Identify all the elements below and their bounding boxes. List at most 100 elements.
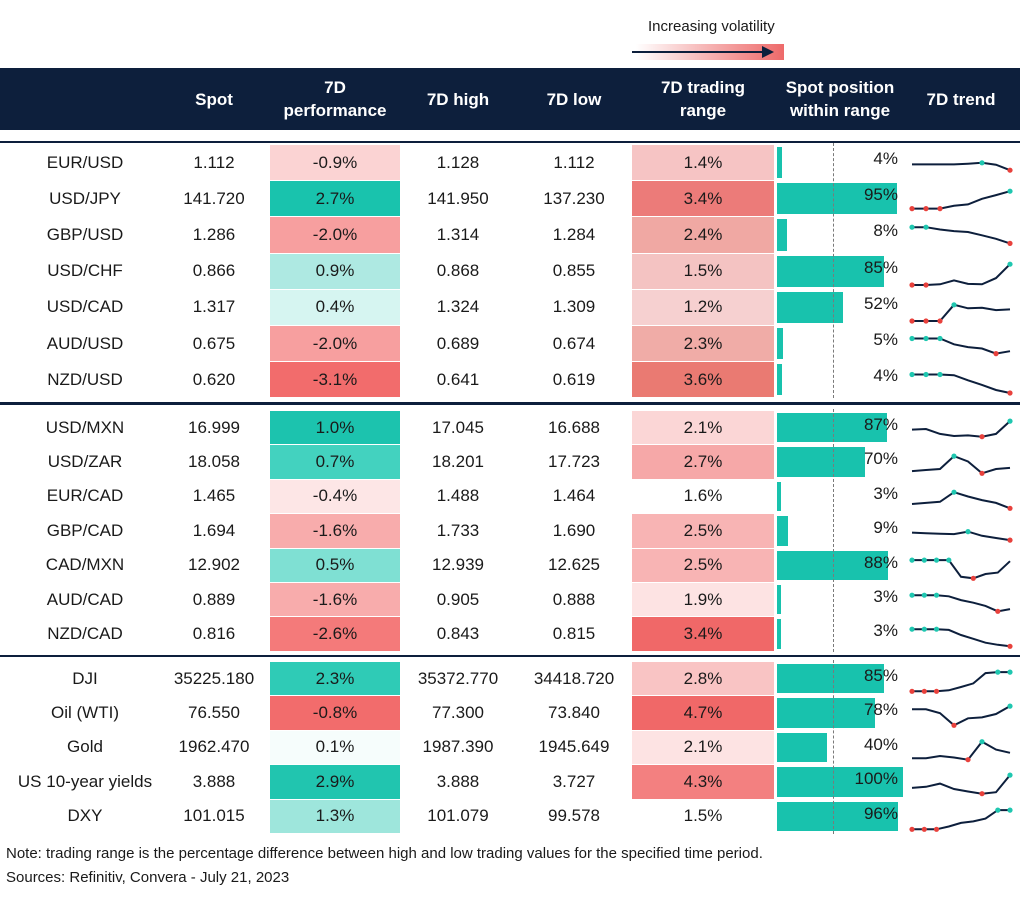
trend-line — [912, 671, 1010, 693]
low-value: 1.284 — [552, 224, 596, 244]
trend-low-marker — [921, 688, 927, 694]
position-bar — [777, 585, 781, 615]
trend-high-marker — [1007, 418, 1013, 424]
position-value: 40% — [863, 734, 898, 754]
performance-value: 2.3% — [315, 668, 355, 688]
range-value: 3.6% — [683, 369, 723, 389]
spot-value: 101.015 — [183, 806, 245, 826]
position-bar — [777, 732, 828, 763]
low-value: 0.855 — [552, 261, 596, 281]
low-value: 1945.649 — [538, 737, 610, 757]
low-value: 34418.720 — [533, 668, 615, 688]
performance-shade — [270, 765, 400, 799]
range-shade — [632, 217, 774, 253]
spot-value: 0.889 — [192, 589, 236, 609]
trend-low-marker — [970, 575, 976, 581]
range-value: 1.6% — [683, 486, 723, 506]
range-shade — [632, 326, 774, 362]
position-value: 3% — [873, 621, 898, 641]
instrument-name: CAD/MXN — [45, 555, 125, 575]
range-shade — [632, 799, 774, 833]
trend-low-marker — [979, 471, 985, 477]
trend-high-marker — [921, 626, 927, 633]
instrument-name: Oil (WTI) — [51, 703, 119, 723]
performance-shade — [270, 730, 400, 765]
spot-value: 141.720 — [183, 188, 245, 208]
performance-value: 0.4% — [315, 297, 355, 317]
position-value: 100% — [854, 769, 898, 789]
trend-low-marker — [965, 756, 971, 763]
spot-value: 1962.470 — [178, 737, 250, 757]
performance-value: 0.5% — [315, 555, 355, 575]
trend-low-marker — [909, 318, 915, 324]
trend-sparkline — [912, 703, 1013, 729]
performance-value: -1.6% — [312, 520, 358, 540]
high-value: 12.939 — [432, 555, 484, 575]
trend-low-marker — [909, 206, 915, 212]
low-value: 16.688 — [548, 417, 600, 437]
position-bar — [777, 619, 781, 649]
range-value: 1.5% — [683, 806, 723, 826]
range-value: 2.5% — [683, 520, 723, 540]
trend-low-marker — [921, 826, 927, 832]
trend-low-marker — [1007, 505, 1013, 511]
range-shade — [632, 445, 774, 479]
low-value: 73.840 — [548, 703, 600, 723]
trend-sparkline — [911, 453, 1011, 477]
range-shade — [632, 662, 774, 696]
trend-low-marker — [993, 351, 999, 357]
header-performance: 7D performance — [283, 78, 387, 120]
performance-shade — [270, 662, 400, 696]
spot-value: 18.058 — [188, 452, 240, 472]
range-value: 1.4% — [683, 152, 723, 172]
trend-sparkline — [909, 626, 1013, 650]
trend-high-marker — [933, 626, 940, 633]
trend-high-marker — [951, 301, 957, 308]
performance-shade — [270, 217, 400, 253]
position-bar — [777, 328, 784, 360]
low-value: 1.112 — [553, 152, 595, 172]
trend-line — [912, 558, 1011, 579]
footnote: Note: trading range is the percentage di… — [6, 845, 763, 862]
instrument-name: AUD/CAD — [46, 589, 124, 609]
spot-value: 1.465 — [192, 486, 236, 506]
performance-shade — [270, 326, 400, 362]
range-value: 2.1% — [683, 737, 723, 757]
low-value: 1.309 — [552, 297, 596, 317]
group-separator — [0, 655, 1020, 657]
trend-line — [911, 530, 1011, 542]
low-value: 12.625 — [548, 555, 600, 575]
high-value: 1.733 — [436, 520, 480, 540]
trend-low-marker — [1007, 390, 1013, 396]
low-value: 137.230 — [543, 188, 605, 208]
range-shade — [632, 479, 774, 514]
trend-high-marker — [921, 557, 927, 563]
high-value: 101.079 — [427, 806, 489, 826]
range-shade — [632, 696, 774, 730]
position-value: 8% — [873, 221, 898, 241]
trend-high-marker — [923, 224, 929, 231]
range-midline — [833, 143, 834, 399]
group-separator — [0, 402, 1020, 405]
trend-line — [912, 594, 1011, 613]
instrument-name: DJI — [72, 668, 98, 688]
position-bar — [777, 481, 781, 512]
position-bar — [777, 291, 843, 323]
instrument-name: US 10-year yields — [17, 771, 153, 791]
range-midline — [833, 409, 834, 652]
high-value: 0.689 — [436, 333, 480, 353]
range-value: 1.5% — [683, 261, 723, 281]
trend-sparkline — [909, 335, 1011, 357]
performance-shade — [270, 583, 400, 617]
trend-sparkline — [912, 160, 1013, 173]
trend-line — [911, 420, 1011, 438]
high-value: 0.868 — [436, 261, 480, 281]
volatility-arrow — [632, 51, 764, 53]
position-bar — [777, 219, 788, 251]
low-value: 3.727 — [552, 771, 596, 791]
trend-high-marker — [951, 453, 957, 460]
trend-low-marker — [933, 688, 940, 694]
spot-value: 35225.180 — [173, 668, 255, 688]
spot-value: 0.866 — [192, 261, 236, 281]
high-value: 1.488 — [436, 486, 480, 506]
